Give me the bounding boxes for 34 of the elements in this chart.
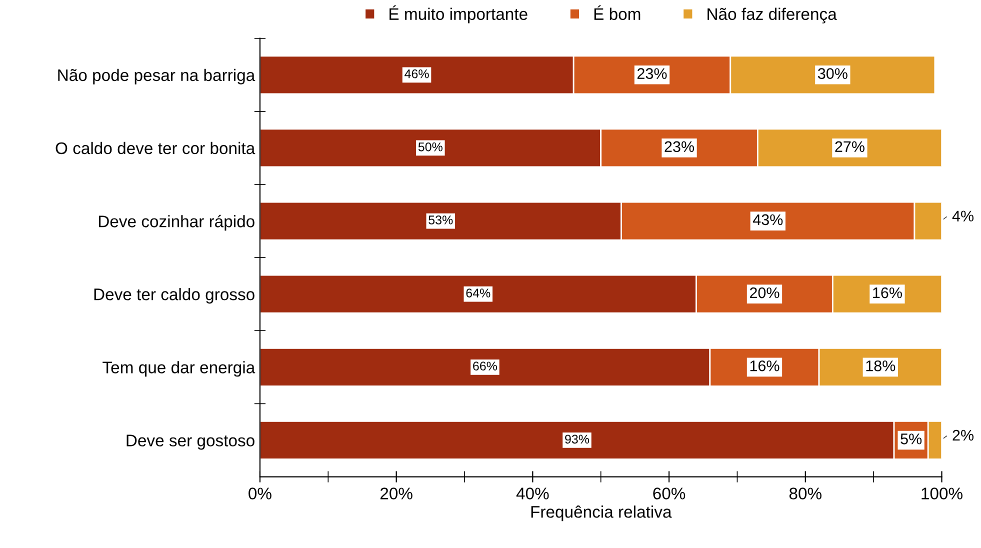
y-tick-label: Deve cozinhar rápido: [98, 214, 254, 231]
data-label: 66%: [473, 362, 498, 371]
data-label: 46%: [404, 69, 429, 78]
x-tick-label: 0%: [248, 488, 272, 500]
y-tick-label: O caldo deve ter cor bonita: [56, 142, 256, 154]
data-label: 50%: [418, 142, 442, 152]
x-tick-label: 100%: [922, 488, 962, 500]
data-label: 2%: [952, 430, 974, 441]
legend-label: É bom: [594, 5, 640, 20]
data-label: 23%: [664, 141, 694, 152]
y-tick-label: Deve ter caldo grosso: [94, 288, 254, 304]
data-label: 20%: [750, 287, 780, 298]
data-label: 23%: [637, 68, 667, 79]
legend-label: É muito importante: [390, 5, 528, 24]
data-label: 93%: [565, 434, 590, 444]
x-axis-title: Frequência relativa: [531, 505, 672, 522]
x-tick-label: 60%: [653, 488, 686, 500]
data-label: 43%: [752, 214, 783, 226]
data-label: 16%: [750, 360, 780, 372]
data-label: 4%: [952, 210, 974, 222]
data-label: 64%: [466, 288, 490, 298]
data-label: 18%: [866, 360, 896, 372]
data-label: 5%: [900, 434, 922, 444]
data-label: 30%: [818, 68, 848, 79]
data-label: 16%: [873, 287, 902, 298]
x-tick-label: 40%: [516, 488, 549, 500]
x-tick-label: 80%: [789, 488, 822, 500]
y-tick-label: Deve ser gostoso: [126, 434, 254, 450]
legend-label: Não faz diferença: [708, 8, 837, 24]
data-label: 27%: [835, 141, 864, 152]
y-tick-label: Não pode pesar na barriga: [58, 68, 256, 84]
data-label: 53%: [428, 216, 453, 224]
y-tick-label: Tem que dar energia: [102, 361, 256, 377]
x-tick-label: 20%: [380, 488, 412, 500]
